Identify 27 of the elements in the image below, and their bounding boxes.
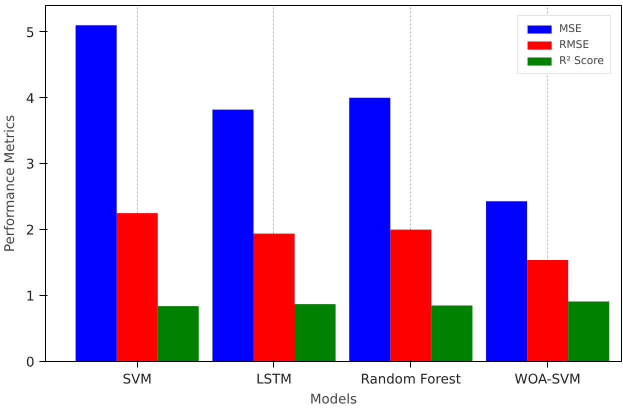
bar bbox=[116, 213, 158, 362]
y-tick-label: 3 bbox=[26, 158, 35, 173]
bar bbox=[349, 98, 390, 362]
y-tick-label: 1 bbox=[26, 290, 35, 305]
y-tick-label: 2 bbox=[26, 224, 35, 239]
y-axis-title: Performance Metrics bbox=[3, 114, 18, 252]
x-axis-title: Models bbox=[310, 392, 358, 408]
legend-label: MSE bbox=[559, 22, 582, 35]
bar bbox=[253, 234, 295, 362]
bar bbox=[568, 302, 610, 362]
bar bbox=[486, 201, 528, 362]
bar bbox=[158, 306, 199, 362]
bar bbox=[527, 260, 568, 362]
bar bbox=[212, 110, 254, 362]
y-tick-label: 0 bbox=[26, 356, 35, 370]
bar bbox=[390, 230, 432, 362]
x-tick-label: Random Forest bbox=[360, 372, 461, 388]
legend-label: RMSE bbox=[559, 38, 590, 51]
x-tick-label: SVM bbox=[122, 372, 152, 388]
bar bbox=[294, 304, 336, 362]
x-tick-label: WOA-SVM bbox=[514, 372, 581, 388]
x-tick-label: LSTM bbox=[256, 372, 292, 388]
bar bbox=[431, 305, 472, 362]
y-tick-label: 5 bbox=[26, 26, 35, 41]
bar bbox=[76, 25, 117, 362]
y-tick-label: 4 bbox=[26, 92, 35, 107]
legend-label: R² Score bbox=[559, 54, 604, 67]
